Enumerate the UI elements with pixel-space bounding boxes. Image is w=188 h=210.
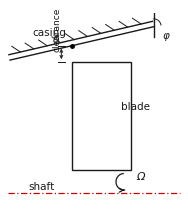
Text: blade: blade — [121, 102, 150, 112]
Text: casing: casing — [32, 28, 66, 38]
Text: δ: δ — [53, 35, 60, 45]
Text: Ω: Ω — [136, 172, 145, 182]
Text: φ: φ — [162, 31, 169, 41]
Text: clearance: clearance — [52, 8, 61, 52]
Text: shaft: shaft — [29, 182, 55, 192]
Bar — [72, 62, 131, 170]
